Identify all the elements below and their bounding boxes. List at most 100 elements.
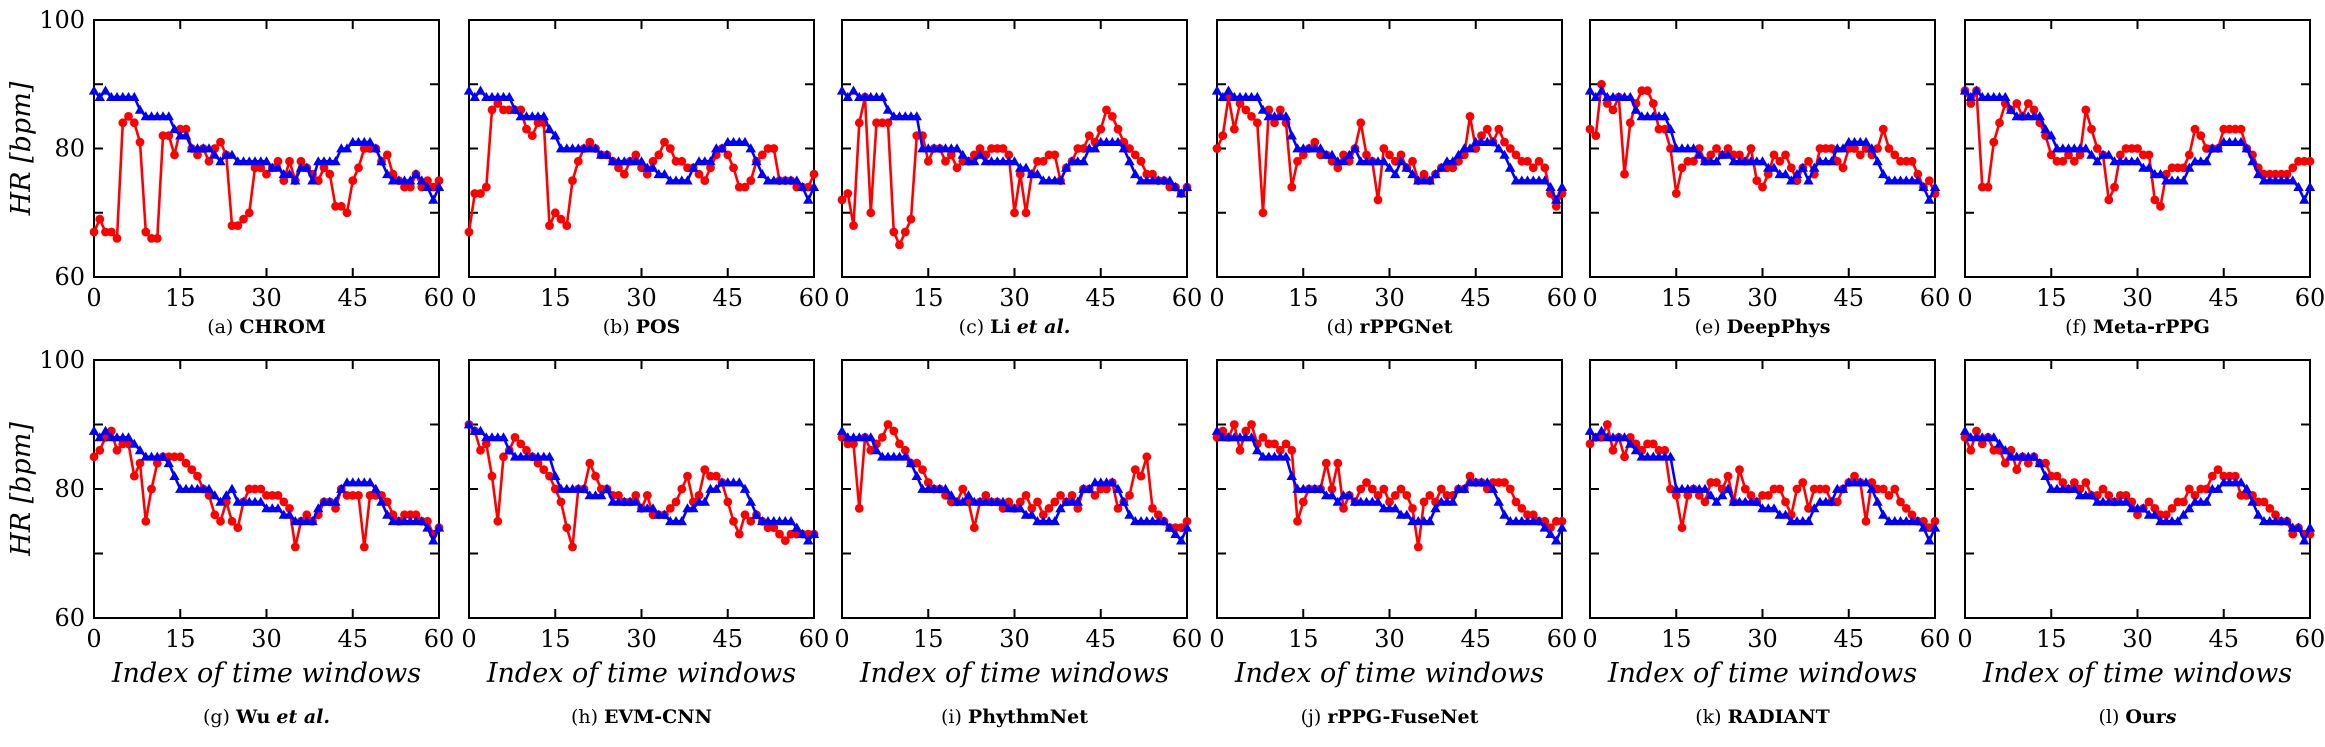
caption-method-name: DeepPhys xyxy=(1727,316,1831,338)
ground-truth-point xyxy=(1837,483,1849,493)
predicted-point xyxy=(141,516,151,526)
predicted-point xyxy=(1763,169,1773,179)
predicted-point xyxy=(1517,504,1527,513)
caption-method-name: POS xyxy=(636,316,681,338)
predicted-point xyxy=(854,504,864,513)
x-tick-label: 60 xyxy=(1920,625,1951,653)
predicted-point xyxy=(1229,124,1239,134)
ground-truth-point xyxy=(1338,156,1349,166)
ground-truth-point xyxy=(341,143,353,153)
ground-truth-point xyxy=(1280,111,1292,121)
ground-truth-point xyxy=(169,124,180,134)
predicted-point xyxy=(1758,182,1767,192)
predicted-point xyxy=(290,542,300,552)
predicted-point xyxy=(227,516,237,526)
ground-truth-point xyxy=(1768,162,1780,172)
predicted-point xyxy=(273,491,283,500)
ground-truth-point xyxy=(2120,496,2132,506)
predicted-point xyxy=(359,542,369,552)
predicted-point xyxy=(837,195,847,205)
predicted-point xyxy=(175,452,185,462)
predicted-point xyxy=(1551,201,1561,211)
ground-truth-point xyxy=(509,104,521,114)
ground-truth-point xyxy=(791,522,802,532)
ground-truth-point xyxy=(1659,111,1670,121)
x-tick-label: 30 xyxy=(1374,625,1405,653)
ground-truth-point xyxy=(2184,503,2195,513)
predicted-point xyxy=(1540,163,1550,173)
x-tick-label: 15 xyxy=(1288,625,1319,653)
predicted-point xyxy=(631,150,641,160)
predicted-point xyxy=(2282,169,2292,179)
predicted-point xyxy=(510,433,520,442)
predicted-point xyxy=(1275,105,1285,115)
predicted-point xyxy=(1700,497,1710,507)
predicted-point xyxy=(233,523,243,533)
ground-truth-point xyxy=(2069,483,2080,493)
predicted-point xyxy=(1648,439,1658,449)
predicted-point xyxy=(106,227,116,237)
predicted-point xyxy=(1683,491,1693,500)
ground-truth-point xyxy=(1872,496,1883,506)
predicted-point xyxy=(2029,105,2039,115)
ground-truth-point xyxy=(364,136,376,146)
ground-truth-point xyxy=(1694,149,1705,159)
predicted-point xyxy=(694,491,704,500)
predicted-point xyxy=(1408,504,1417,513)
predicted-point xyxy=(1878,484,1888,494)
series-group xyxy=(836,85,1193,250)
predicted-point xyxy=(654,150,664,160)
ground-truth-point xyxy=(301,162,312,172)
ground-truth-point xyxy=(1665,451,1676,461)
plot-frame xyxy=(841,359,1188,619)
ground-truth-point xyxy=(1596,85,1607,95)
ground-truth-point xyxy=(1551,535,1562,545)
predicted-point xyxy=(573,156,583,166)
ground-truth-point xyxy=(1912,175,1923,185)
caption-label: (l) xyxy=(2099,706,2120,728)
predicted-point xyxy=(866,208,876,218)
ground-truth-point xyxy=(1971,85,1982,95)
x-tick-label: 30 xyxy=(1747,284,1778,312)
predicted-point xyxy=(1746,144,1756,153)
x-tick-label: 45 xyxy=(337,625,368,653)
predicted-point xyxy=(2064,150,2073,160)
ground-truth-point xyxy=(2046,130,2057,140)
ground-truth-point xyxy=(134,445,146,455)
x-axis-title: Index of time windows xyxy=(1607,658,1917,689)
predicted-point xyxy=(1130,465,1140,474)
caption-method-name: CHROM xyxy=(239,316,325,338)
ground-truth-point xyxy=(2092,156,2103,166)
predicted-point xyxy=(648,156,658,166)
series-group xyxy=(1211,420,1568,552)
ground-truth-point xyxy=(2281,516,2293,526)
predicted-point xyxy=(1293,156,1302,166)
ground-truth-point xyxy=(1539,522,1550,532)
ground-truth-point xyxy=(1860,477,1872,487)
predicted-point xyxy=(204,156,214,166)
ground-truth-point xyxy=(1539,175,1550,185)
ground-truth-point xyxy=(711,483,722,493)
predicted-point xyxy=(1425,491,1435,500)
plot-frame xyxy=(468,359,815,619)
y-tick-label: 80 xyxy=(54,135,85,163)
predicted-point xyxy=(1625,118,1635,128)
predicted-point xyxy=(152,234,162,243)
ground-truth-point xyxy=(1390,169,1401,179)
caption-method-name: RADIANT xyxy=(1728,706,1830,728)
predicted-point xyxy=(1252,118,1262,128)
plot-frame xyxy=(93,19,440,278)
predicted-point xyxy=(2190,124,2200,134)
predicted-point xyxy=(1896,497,1905,507)
predicted-point xyxy=(1804,156,1813,166)
predicted-point xyxy=(1838,163,1848,173)
predicted-point xyxy=(556,214,566,224)
ground-truth-point xyxy=(1211,425,1223,435)
ground-truth-point xyxy=(1918,522,1929,532)
ground-truth-point xyxy=(734,477,745,487)
ground-truth-point xyxy=(550,130,561,140)
x-tick-label: 0 xyxy=(1209,625,1224,653)
predicted-point xyxy=(854,118,864,128)
ground-truth-point xyxy=(1112,136,1124,146)
predicted-point xyxy=(2052,471,2062,481)
